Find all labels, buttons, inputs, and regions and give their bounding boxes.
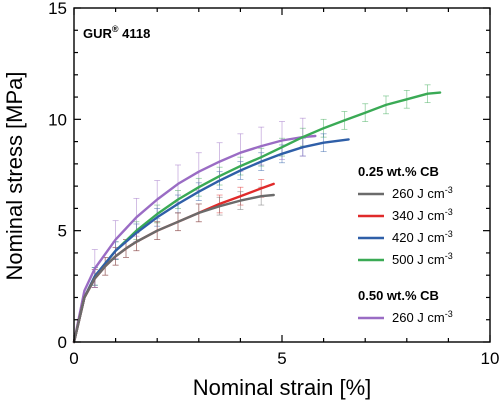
y-tick-label: 10 [48, 110, 67, 129]
error-bars [91, 84, 431, 288]
y-axis-label: Nominal stress [MPa] [2, 71, 27, 280]
series-line [72, 193, 275, 344]
axis-ticks: 0 5 10 0 5 10 15 [48, 0, 499, 368]
x-axis-label: Nominal strain [%] [193, 375, 372, 400]
x-tick-label: 5 [277, 349, 286, 368]
legend-group-title: 0.25 wt.% CB [358, 164, 439, 179]
legend-entry: 420 J cm-3 [392, 229, 453, 245]
legend: 0.25 wt.% CB 260 J cm-3 340 J cm-3 420 J cm… [358, 164, 453, 325]
legend-entry: 260 J cm-3 [392, 185, 453, 201]
series-line [72, 138, 350, 344]
x-tick-label: 10 [481, 349, 500, 368]
legend-group-title: 0.50 wt.% CB [358, 288, 439, 303]
legend-entry: 500 J cm-3 [392, 251, 453, 267]
material-annotation: GUR® 4118 [83, 24, 150, 41]
x-tick-label: 0 [69, 349, 78, 368]
legend-entry: 260 J cm-3 [392, 309, 453, 325]
series-lines [72, 91, 442, 344]
series-line [72, 134, 317, 344]
y-tick-label: 0 [58, 333, 67, 352]
series-line [72, 91, 442, 344]
y-tick-label: 5 [58, 222, 67, 241]
y-tick-label: 15 [48, 0, 67, 18]
legend-entry: 340 J cm-3 [392, 207, 453, 223]
